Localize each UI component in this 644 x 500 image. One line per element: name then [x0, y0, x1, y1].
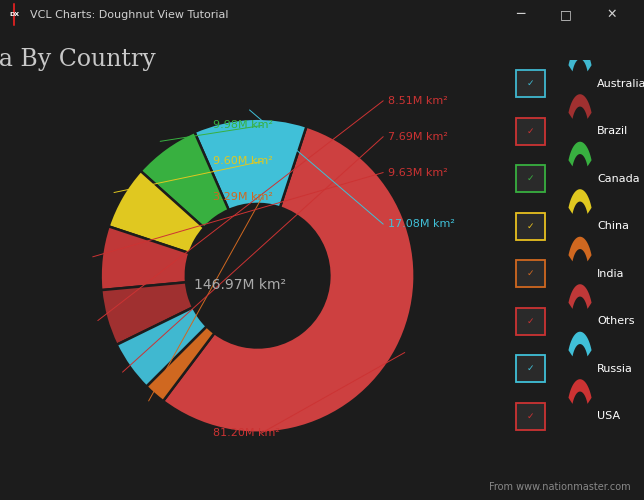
FancyBboxPatch shape — [516, 70, 545, 97]
Polygon shape — [569, 332, 592, 356]
Text: Others: Others — [598, 316, 635, 326]
Text: Canada: Canada — [598, 174, 640, 184]
Text: ✓: ✓ — [527, 364, 535, 373]
Polygon shape — [569, 142, 592, 167]
Wedge shape — [163, 126, 415, 432]
Text: From www.nationmaster.com: From www.nationmaster.com — [489, 482, 631, 492]
Polygon shape — [569, 94, 592, 119]
Wedge shape — [117, 308, 207, 386]
Text: ✓: ✓ — [527, 317, 535, 326]
Text: 7.69M km²: 7.69M km² — [388, 132, 448, 141]
Wedge shape — [146, 326, 214, 401]
FancyBboxPatch shape — [516, 166, 545, 192]
Text: 17.08M km²: 17.08M km² — [388, 219, 455, 229]
Text: India: India — [598, 269, 625, 279]
FancyBboxPatch shape — [516, 403, 545, 429]
Text: VCL Charts: Doughnut View Tutorial: VCL Charts: Doughnut View Tutorial — [30, 10, 229, 20]
Text: ✓: ✓ — [527, 126, 535, 136]
Text: ✓: ✓ — [527, 174, 535, 183]
Text: 81.20M km²: 81.20M km² — [213, 428, 279, 438]
Text: 146.97M km²: 146.97M km² — [194, 278, 286, 291]
Polygon shape — [569, 236, 592, 262]
Text: USA: USA — [598, 411, 620, 421]
Text: □: □ — [560, 8, 572, 21]
Wedge shape — [100, 226, 189, 290]
Polygon shape — [569, 284, 592, 309]
Text: Land Area By Country: Land Area By Country — [0, 48, 155, 71]
Wedge shape — [101, 282, 193, 345]
Text: China: China — [598, 221, 629, 231]
Wedge shape — [194, 118, 307, 210]
Text: 3.29M km²: 3.29M km² — [213, 192, 272, 202]
Text: ✓: ✓ — [527, 79, 535, 88]
Text: Australia: Australia — [598, 78, 644, 89]
FancyBboxPatch shape — [516, 213, 545, 240]
Text: 9.98M km²: 9.98M km² — [213, 120, 273, 130]
Text: ✓: ✓ — [527, 222, 535, 231]
Polygon shape — [569, 46, 592, 72]
Text: ─: ─ — [516, 8, 524, 22]
Polygon shape — [569, 379, 592, 404]
Text: ✕: ✕ — [607, 8, 617, 21]
Wedge shape — [109, 171, 204, 253]
Text: 9.63M km²: 9.63M km² — [388, 168, 448, 177]
Text: ✓: ✓ — [527, 412, 535, 421]
Polygon shape — [569, 189, 592, 214]
Text: Brazil: Brazil — [598, 126, 629, 136]
Wedge shape — [140, 132, 229, 228]
FancyBboxPatch shape — [516, 308, 545, 334]
Text: ✓: ✓ — [527, 269, 535, 278]
FancyBboxPatch shape — [516, 118, 545, 144]
Text: 8.51M km²: 8.51M km² — [388, 96, 448, 106]
FancyBboxPatch shape — [516, 356, 545, 382]
Text: 9.60M km²: 9.60M km² — [213, 156, 272, 166]
Text: Russia: Russia — [598, 364, 633, 374]
FancyBboxPatch shape — [516, 260, 545, 287]
Text: DX: DX — [9, 12, 19, 17]
